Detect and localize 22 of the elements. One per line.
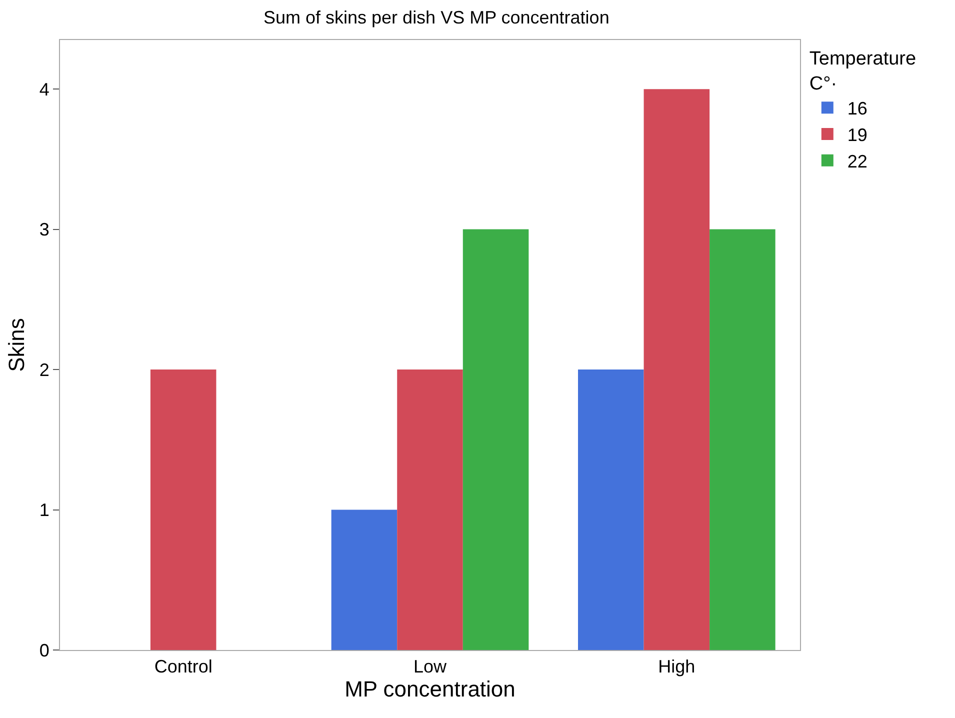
legend-label: 16 [847, 98, 868, 119]
x-tick-label: Control [154, 656, 212, 677]
y-tick-label: 0 [39, 640, 50, 660]
y-tick-label: 2 [39, 360, 50, 380]
legend-label: 19 [847, 125, 868, 146]
bar [578, 370, 644, 650]
x-axis-title: MP concentration [344, 676, 516, 702]
y-tick-label: 4 [39, 79, 50, 100]
bar [462, 229, 529, 650]
bar [331, 510, 398, 650]
y-tick-label: 1 [39, 500, 50, 520]
legend-title: Temperature C°· [809, 48, 916, 94]
x-tick-label: High [658, 656, 696, 677]
y-axis-title: Skins [4, 318, 30, 372]
bar [644, 89, 710, 650]
x-tick-label: Low [413, 656, 448, 677]
bar [150, 370, 216, 650]
bar [710, 229, 776, 650]
legend-label: 22 [847, 151, 868, 172]
bar [397, 370, 463, 650]
y-tick-label: 3 [39, 220, 50, 240]
chart-title: Sum of skins per dish VS MP concentration [264, 7, 610, 28]
